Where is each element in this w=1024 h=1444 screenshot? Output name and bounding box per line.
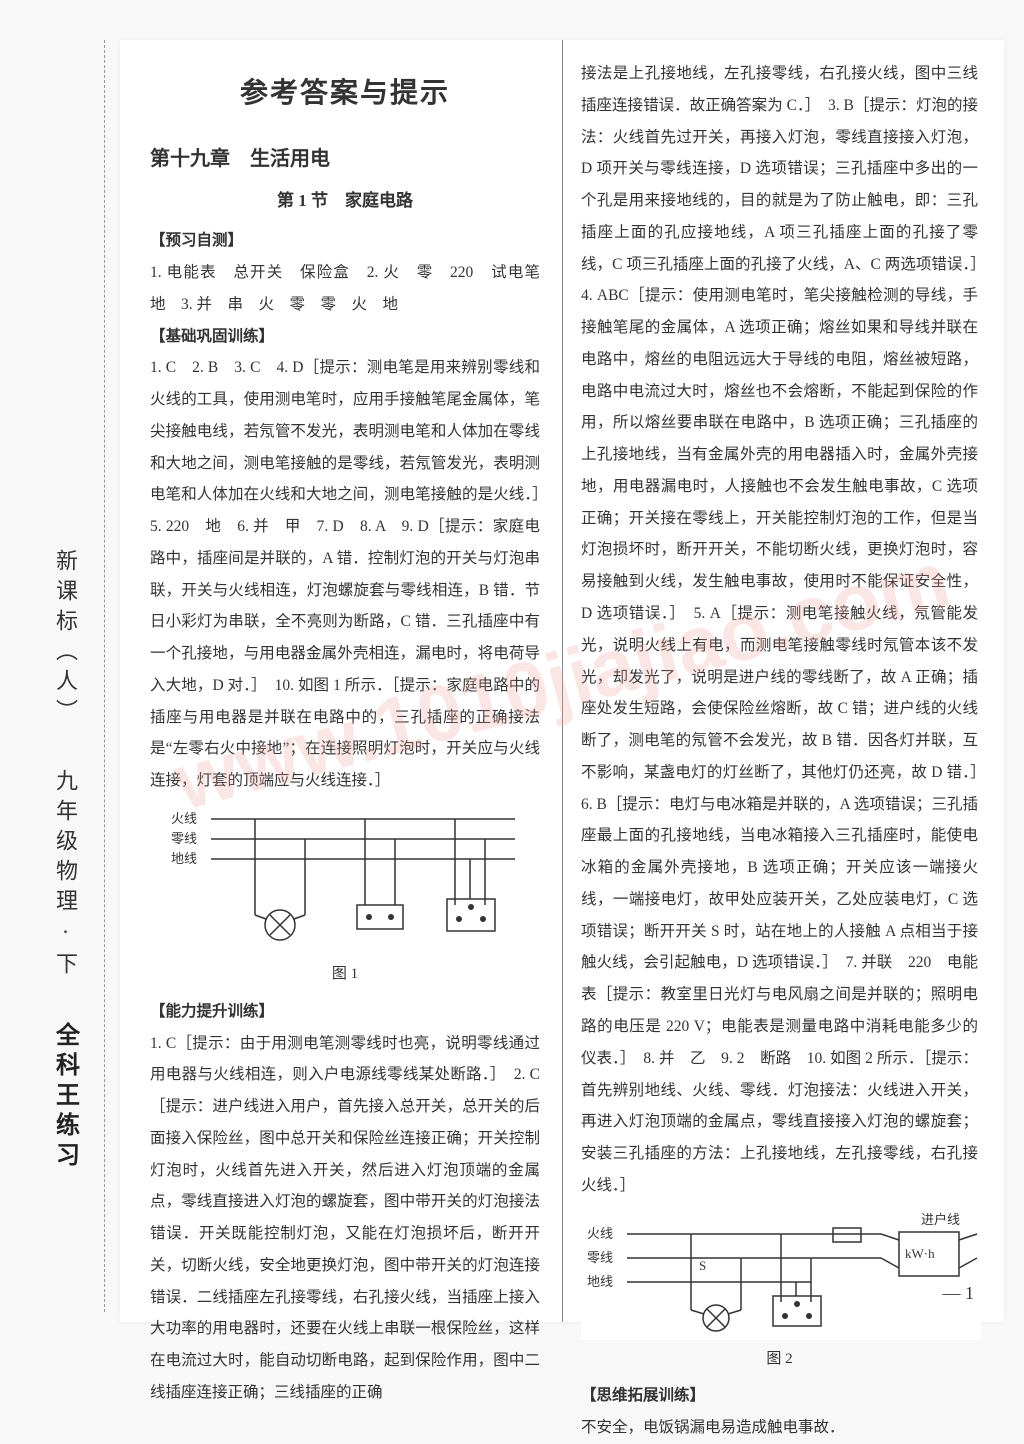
- figure-1: 火线 零线 地线: [165, 805, 525, 955]
- ability-text: 1. C［提示：由于用测电笔测零线时也亮，说明零线通过用电器与火线相连，则入户电…: [150, 1035, 540, 1401]
- fig1-hot-label: 火线: [171, 811, 197, 826]
- sidebar-standard: 新课标（人）: [49, 549, 81, 729]
- basic-text: 1. C 2. B 3. C 4. D［提示：测电笔是用来辨别零线和火线的工具，…: [150, 359, 556, 789]
- left-column: 参考答案与提示 第十九章 生活用电 第 1 节 家庭电路 【预习自测】 1. 电…: [120, 40, 562, 1322]
- main-title: 参考答案与提示: [150, 64, 540, 121]
- fig1-ground-label: 地线: [171, 851, 197, 866]
- figure-2-caption: 图 2: [581, 1344, 978, 1375]
- right-column: 接法是上孔接地线，左孔接零线，右孔接火线，图中三线插座连接错误．故正确答案为 C…: [562, 40, 1004, 1322]
- ability-head: 【能力提升训练】: [150, 1003, 274, 1020]
- page-number: — 1: [943, 1283, 975, 1304]
- figure-2: 火线 零线 地线 进户线 kW·h S: [581, 1210, 981, 1340]
- fig2-neutral-label: 零线: [587, 1250, 613, 1265]
- think-head: 【思维拓展训练】: [581, 1387, 705, 1404]
- basic-head: 【基础巩固训练】: [150, 328, 274, 345]
- figure-1-caption: 图 1: [150, 959, 540, 990]
- left-sidebar: 新课标（人） 九年级物理·下 全科王练习: [30, 40, 100, 1312]
- sidebar-brand: 全科王练习: [48, 1022, 83, 1172]
- sidebar-course: 九年级物理·下: [49, 769, 81, 982]
- section-title: 第 1 节 家庭电路: [150, 184, 540, 219]
- think-text: 不安全，电饭锅漏电易造成触电事故．: [581, 1419, 845, 1436]
- fig2-in-label: 进户线: [921, 1212, 960, 1227]
- binding-dashed-line: [104, 40, 105, 1312]
- svg-text:S: S: [699, 1258, 706, 1273]
- preview-text: 1. 电能表 总开关 保险盒 2. 火 零 220 试电笔 地 3. 并 串 火…: [150, 264, 556, 313]
- fig2-hot-label: 火线: [587, 1226, 613, 1241]
- page: www.1010jiajiao.com 参考答案与提示 第十九章 生活用电 第 …: [120, 40, 1004, 1322]
- preview-head: 【预习自测】: [150, 232, 243, 249]
- fig1-neutral-label: 零线: [171, 831, 197, 846]
- right-cont-text: 接法是上孔接地线，左孔接零线，右孔接火线，图中三线插座连接错误．故正确答案为 C…: [581, 65, 994, 1194]
- fig2-meter-label: kW·h: [905, 1246, 935, 1261]
- fig2-ground-label: 地线: [587, 1274, 613, 1289]
- chapter-title: 第十九章 生活用电: [150, 139, 540, 180]
